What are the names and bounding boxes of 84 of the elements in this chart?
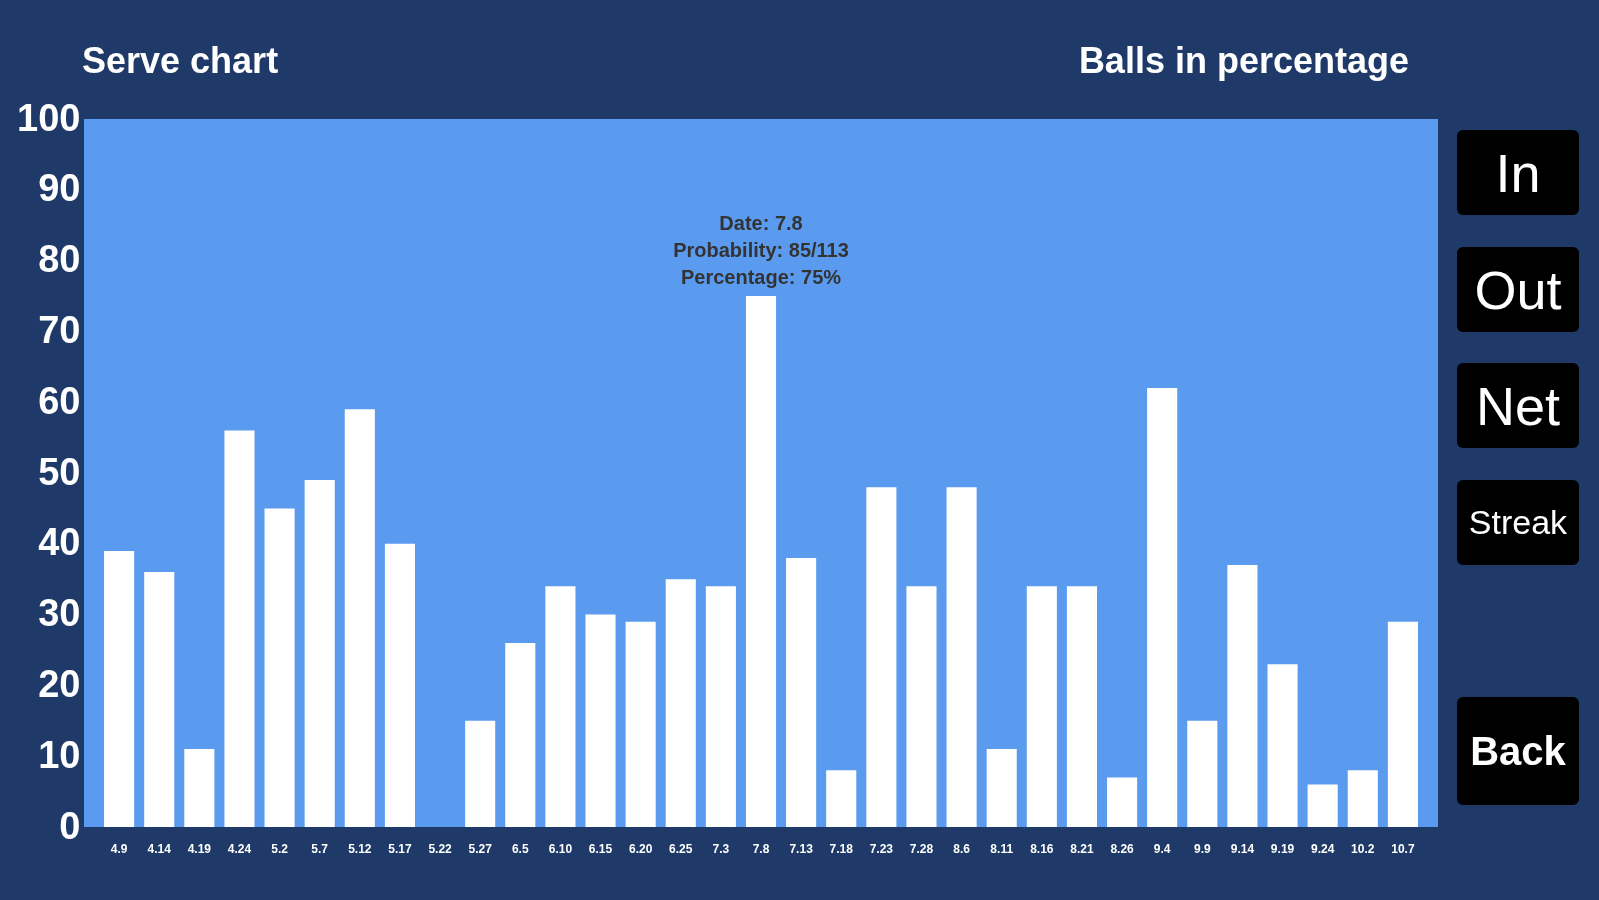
bar <box>1267 664 1298 827</box>
y-tick-label: 80 <box>38 238 81 281</box>
bar <box>906 586 937 827</box>
x-tick-label: 4.14 <box>147 841 172 856</box>
x-tick-label: 6.10 <box>548 841 573 856</box>
y-tick-label: 10 <box>38 733 81 776</box>
bar <box>946 487 977 827</box>
bar <box>1307 784 1338 827</box>
x-tick-label: 6.15 <box>588 841 613 856</box>
y-tick-label: 70 <box>38 308 81 351</box>
x-tick-label: 7.23 <box>869 841 894 856</box>
x-tick-label: 9.14 <box>1230 841 1255 856</box>
x-tick-label: 5.2 <box>271 841 289 856</box>
x-tick-label: 7.18 <box>829 841 854 856</box>
bar <box>786 557 817 827</box>
x-tick-label: 7.28 <box>909 841 934 856</box>
bar <box>625 621 656 827</box>
x-tick-label: 9.9 <box>1193 841 1211 856</box>
bar <box>465 720 496 827</box>
bar <box>344 409 375 827</box>
bar <box>1347 770 1378 827</box>
bar <box>104 550 135 827</box>
bar <box>304 480 335 827</box>
x-tick-label: 7.8 <box>752 841 770 856</box>
x-tick-label: 9.19 <box>1270 841 1295 856</box>
annotation: Date: 7.8 Probability: 85/113 Percentage: 75% <box>673 212 849 288</box>
y-tick-label: 40 <box>38 521 81 564</box>
x-tick-label: 10.7 <box>1391 841 1415 856</box>
bar <box>545 586 576 827</box>
bar <box>866 487 897 827</box>
y-tick-label: 50 <box>38 450 81 493</box>
x-tick-label: 8.16 <box>1030 841 1054 856</box>
x-tick-label: 5.7 <box>311 841 329 856</box>
text: Net <box>1457 363 1579 448</box>
y-tick-label: 90 <box>38 167 81 210</box>
x-tick-label: 5.12 <box>348 841 372 856</box>
x-tick-label: 8.6 <box>953 841 971 856</box>
bar <box>705 586 736 827</box>
bar <box>1107 777 1138 827</box>
y-tick-label: 100 <box>17 96 81 139</box>
x-tick-label: 5.22 <box>428 841 453 856</box>
bar <box>264 508 295 827</box>
chart-subtitle: Balls in percentage <box>1078 40 1409 82</box>
bar <box>144 572 175 827</box>
text: Back <box>1457 697 1579 805</box>
bar <box>1387 621 1418 827</box>
text: Streak <box>1457 480 1579 565</box>
chart-title: Serve chart <box>82 40 279 82</box>
bar <box>826 770 857 827</box>
y-tick-label: 20 <box>38 662 81 705</box>
text: In <box>1457 130 1579 215</box>
bar <box>1026 586 1057 827</box>
x-tick-label: 8.21 <box>1070 841 1094 856</box>
bar <box>745 296 777 827</box>
x-tick-label: 7.3 <box>712 841 730 856</box>
x-tick-label: 4.24 <box>227 841 252 856</box>
x-tick-label: 4.19 <box>187 841 212 856</box>
x-tick-label: 6.5 <box>511 841 529 856</box>
bar <box>1147 388 1178 827</box>
x-tick-label: 5.17 <box>388 841 412 856</box>
x-tick-label: 4.9 <box>110 841 128 856</box>
x-tick-label: 9.4 <box>1153 841 1171 856</box>
y-tick-label: 60 <box>38 379 81 422</box>
x-tick-label: 5.27 <box>468 841 493 856</box>
bar <box>665 579 696 827</box>
bar <box>184 749 215 827</box>
bar <box>505 642 536 827</box>
bar <box>1066 586 1097 827</box>
x-tick-label: 10.2 <box>1351 841 1375 856</box>
bar <box>384 543 415 827</box>
bar <box>986 749 1017 827</box>
bar <box>1227 565 1258 827</box>
bar <box>585 614 616 827</box>
y-tick-label: 0 <box>59 804 81 847</box>
y-tick-label: 30 <box>38 592 81 635</box>
x-tick-label: 9.24 <box>1310 841 1335 856</box>
x-tick-label: 8.26 <box>1110 841 1135 856</box>
bar <box>1187 720 1218 827</box>
bar <box>224 430 255 827</box>
x-tick-label: 6.20 <box>628 841 653 856</box>
x-tick-label: 8.11 <box>990 841 1014 856</box>
text: Out <box>1457 247 1579 332</box>
x-tick-label: 7.13 <box>789 841 814 856</box>
x-tick-label: 6.25 <box>669 841 693 856</box>
